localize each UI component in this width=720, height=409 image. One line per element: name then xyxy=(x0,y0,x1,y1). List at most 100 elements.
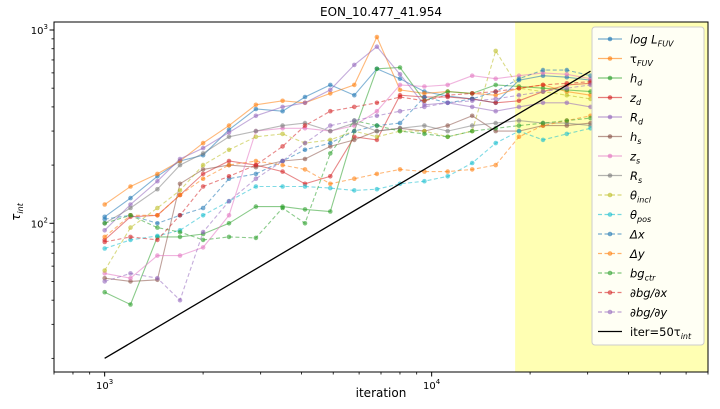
data-point xyxy=(493,162,499,168)
data-point xyxy=(469,167,475,172)
data-point xyxy=(374,171,380,177)
data-point xyxy=(564,85,570,91)
legend-label: θpos xyxy=(630,208,651,224)
data-point xyxy=(200,162,206,168)
data-point xyxy=(493,100,499,106)
data-point xyxy=(352,92,357,98)
data-point xyxy=(253,128,259,134)
legend-swatch-marker xyxy=(607,270,613,276)
data-point xyxy=(128,271,133,276)
data-point xyxy=(516,128,522,134)
data-point xyxy=(374,100,380,106)
data-point xyxy=(302,100,308,106)
data-point xyxy=(253,106,259,112)
x-tick-label: 104 xyxy=(423,378,441,392)
data-point xyxy=(200,171,206,177)
data-point xyxy=(102,279,107,284)
data-point xyxy=(540,67,546,73)
y-tick-label: 103 xyxy=(31,23,48,37)
data-point xyxy=(226,158,232,164)
legend-swatch-marker xyxy=(607,114,613,120)
data-point xyxy=(328,181,333,187)
data-point xyxy=(177,253,183,258)
legend-swatch-marker xyxy=(607,36,613,42)
data-point xyxy=(302,156,308,162)
data-point xyxy=(226,162,232,168)
data-point xyxy=(280,123,285,128)
data-point xyxy=(177,181,183,187)
data-point xyxy=(280,98,285,104)
data-point xyxy=(226,123,232,128)
data-point xyxy=(352,137,357,143)
data-point xyxy=(253,204,259,209)
data-point xyxy=(128,275,133,281)
data-point xyxy=(564,100,570,106)
data-point xyxy=(445,100,451,106)
series-group xyxy=(102,34,593,307)
legend-label: zs xyxy=(629,150,640,166)
data-point xyxy=(397,87,403,93)
data-point xyxy=(328,82,333,88)
data-point xyxy=(493,108,499,114)
data-point xyxy=(177,156,183,162)
data-point xyxy=(397,94,403,100)
legend-swatch-marker xyxy=(607,309,613,315)
data-point xyxy=(155,205,160,211)
data-point xyxy=(253,171,259,177)
data-point xyxy=(177,234,183,240)
data-point xyxy=(397,128,403,134)
data-point xyxy=(102,202,107,207)
legend-label: Rs xyxy=(630,169,642,185)
data-point xyxy=(102,268,107,273)
data-point xyxy=(374,134,380,140)
data-point xyxy=(200,213,206,218)
data-point xyxy=(200,167,206,172)
data-point xyxy=(200,245,206,250)
data-point xyxy=(445,174,451,179)
data-point xyxy=(226,134,232,140)
data-point xyxy=(200,184,206,189)
data-point xyxy=(200,140,206,146)
data-point xyxy=(540,137,546,143)
data-point xyxy=(226,174,232,179)
data-point xyxy=(177,229,183,235)
data-point xyxy=(226,130,232,135)
legend-label: ∂bg/∂x xyxy=(630,286,667,300)
legend-swatch-marker xyxy=(607,212,613,217)
data-point xyxy=(493,48,499,54)
data-point xyxy=(516,98,522,104)
data-point xyxy=(226,213,232,218)
data-point xyxy=(253,235,259,241)
data-point xyxy=(469,91,475,96)
data-point xyxy=(352,62,357,68)
reference-line xyxy=(104,70,591,359)
legend-label: hs xyxy=(630,130,641,146)
data-point xyxy=(155,275,160,281)
data-point xyxy=(422,94,427,100)
data-point xyxy=(280,184,285,189)
data-point xyxy=(328,128,333,134)
data-point xyxy=(302,167,308,172)
data-point xyxy=(328,123,333,128)
data-point xyxy=(516,104,522,110)
data-point xyxy=(328,108,333,114)
data-point xyxy=(445,82,451,88)
data-point xyxy=(422,123,427,128)
data-point xyxy=(253,162,259,168)
data-point xyxy=(493,82,499,88)
data-point xyxy=(493,76,499,81)
data-point xyxy=(422,131,427,137)
data-point xyxy=(102,289,107,295)
x-tick-label: 103 xyxy=(96,378,113,392)
y-tick-label: 102 xyxy=(31,216,48,230)
data-point xyxy=(128,195,133,201)
data-point xyxy=(469,128,475,134)
data-point xyxy=(564,72,570,77)
legend-swatch-marker xyxy=(607,290,613,295)
data-point xyxy=(516,134,522,140)
data-point xyxy=(397,72,403,77)
series-line-13 xyxy=(104,81,591,243)
data-point xyxy=(422,98,427,104)
data-point xyxy=(374,128,380,134)
